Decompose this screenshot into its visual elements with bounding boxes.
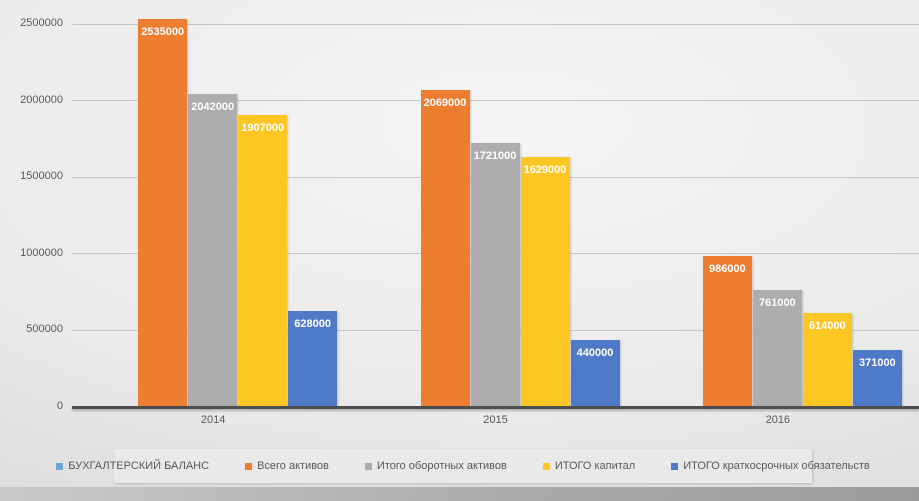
legend-item-4: ИТОГО краткосрочных обязательств: [671, 460, 870, 472]
bar-data-label: 2069000: [423, 97, 467, 110]
bar-3-2015: 1629000: [520, 157, 570, 407]
bar-3-2016: 614000: [802, 312, 852, 407]
y-axis-tick-label: 0: [56, 400, 63, 412]
bar-data-label: 761000: [758, 297, 796, 310]
bar-1-2016: 986000: [702, 255, 752, 407]
bar-4-2015: 440000: [570, 339, 620, 407]
legend-marker-icon: [56, 462, 64, 470]
legend-item-2: Итого оборотных активов: [364, 460, 507, 472]
bar-1-2014: 2535000: [138, 18, 188, 407]
bar-data-label: 2535000: [141, 25, 185, 38]
legend-item-label: Всего активов: [257, 460, 329, 472]
legend-item-label: БУХГАЛТЕРСКИЙ БАЛАНС: [68, 460, 210, 472]
x-axis-line: [72, 406, 919, 409]
background-bottom-strip: [0, 487, 919, 501]
y-axis-tick-label: 2000000: [20, 93, 63, 106]
bar-2-2014: 2042000: [188, 94, 238, 407]
legend-item-label: ИТОГО капитал: [554, 460, 636, 472]
bar-4-2014: 628000: [288, 310, 338, 407]
chart-legend: БУХГАЛТЕРСКИЙ БАЛАНС Всего активов Итого о…: [56, 449, 870, 483]
bar-data-label: 440000: [576, 346, 614, 359]
x-axis-label: 2016: [765, 414, 791, 426]
bar-data-label: 1629000: [523, 164, 567, 177]
bar-data-label: 1721000: [473, 150, 517, 163]
legend-item-1: Всего активов: [245, 460, 329, 472]
bar-data-label: 614000: [808, 319, 846, 332]
x-axis-label: 2014: [200, 414, 226, 426]
legend-item-label: ИТОГО краткосрочных обязательств: [683, 460, 870, 472]
bar-data-label: 1907000: [241, 121, 285, 134]
bar-2-2016: 761000: [752, 290, 802, 407]
y-gridline: [72, 23, 919, 25]
legend-item-3: ИТОГО капитал: [542, 460, 636, 472]
legend-marker-icon: [671, 462, 679, 470]
bar-4-2016: 371000: [852, 350, 902, 407]
legend-marker-icon: [364, 462, 372, 470]
y-axis-tick-label: 2500000: [20, 17, 63, 29]
bar-2-2015: 1721000: [470, 143, 520, 407]
legend-marker-icon: [542, 462, 550, 470]
bar-data-label: 986000: [708, 262, 746, 275]
legend-item-label: Итого оборотных активов: [376, 460, 507, 472]
bar-data-label: 371000: [858, 357, 896, 370]
bar-3-2014: 1907000: [238, 114, 288, 407]
y-axis-tick-label: 1000000: [20, 246, 63, 259]
y-axis-tick-label: 1500000: [20, 170, 63, 183]
x-axis-label: 2015: [483, 414, 508, 426]
bar-data-label: 2042000: [191, 101, 235, 114]
legend-marker-icon: [245, 462, 253, 470]
y-gridline: [72, 100, 919, 102]
bar-data-label: 628000: [294, 317, 332, 330]
y-axis-tick-label: 500000: [26, 323, 63, 336]
bar-1-2015: 2069000: [420, 90, 470, 407]
legend-item-0: БУХГАЛТЕРСКИЙ БАЛАНС: [56, 460, 209, 472]
